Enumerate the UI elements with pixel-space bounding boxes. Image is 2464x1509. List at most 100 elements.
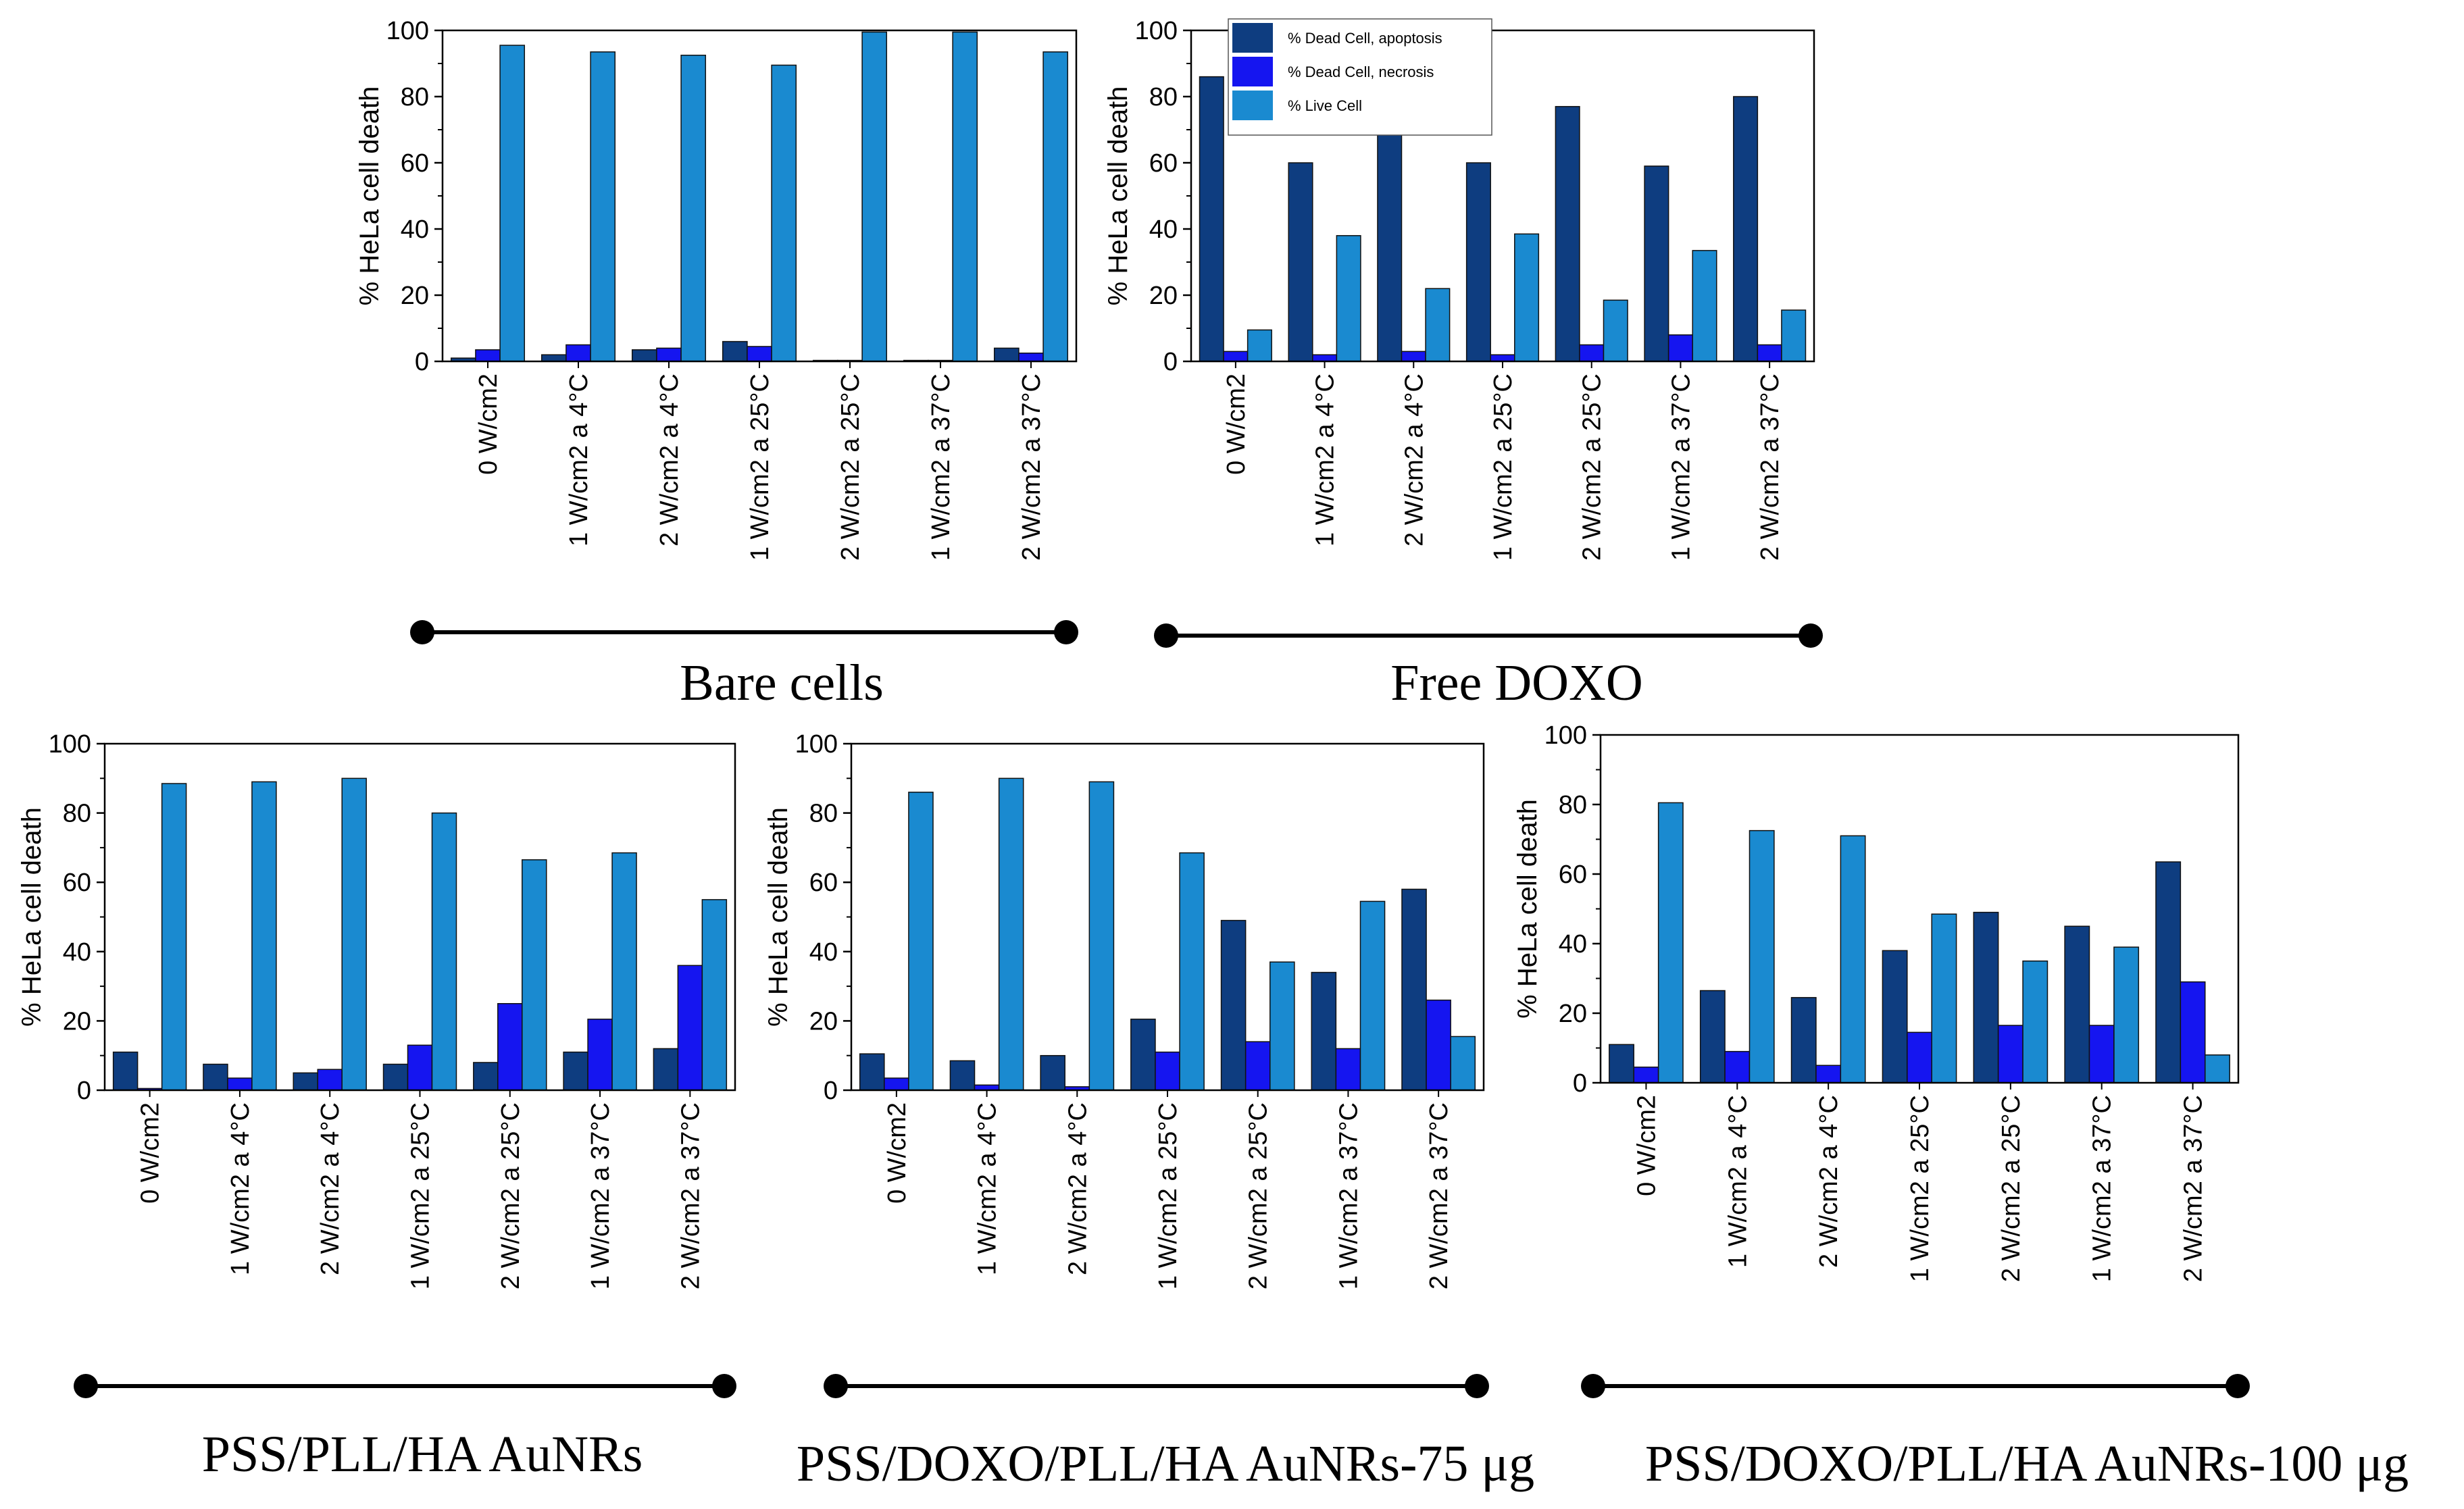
- bar-apoptosis-5: [1555, 105, 1580, 362]
- x-category-label: 2 W/cm2 a 37°C: [1756, 374, 1784, 561]
- bar-live-5: [2022, 961, 2048, 1083]
- bar-live-4: [431, 812, 457, 1091]
- x-category-label: 2 W/cm2 a 25°C: [1997, 1095, 2026, 1282]
- x-category-label: 1 W/cm2 a 25°C: [407, 1102, 435, 1289]
- bar-apoptosis-4: [1465, 162, 1491, 362]
- bar-live-2: [1336, 235, 1361, 362]
- bar-live-5: [522, 859, 547, 1091]
- x-category-label: 2 W/cm2 a 25°C: [1244, 1102, 1273, 1289]
- y-tick-label: 100: [1135, 17, 1178, 45]
- bar-necrosis-6: [1667, 334, 1693, 362]
- x-category-label: 1 W/cm2 a 37°C: [1667, 374, 1695, 561]
- bar-apoptosis-7: [993, 347, 1020, 362]
- y-tick-label: 80: [1149, 83, 1178, 111]
- x-category-label: 2 W/cm2 a 4°C: [1063, 1102, 1092, 1275]
- bar-live-4: [1514, 233, 1540, 362]
- bar-necrosis-3: [317, 1069, 343, 1091]
- bar-apoptosis-3: [1040, 1054, 1065, 1091]
- legend-swatch-live: [1232, 91, 1273, 120]
- bar-live-1: [499, 45, 526, 362]
- x-category-label: 0 W/cm2: [1222, 374, 1251, 475]
- bar-live-7: [1042, 51, 1069, 362]
- y-axis-title: % HeLa cell death: [1103, 86, 1133, 306]
- bar-apoptosis-4: [1130, 1019, 1156, 1091]
- bar-live-5: [861, 31, 888, 362]
- bar-necrosis-7: [1757, 344, 1782, 362]
- y-tick-label: 60: [401, 149, 429, 178]
- bar-live-3: [1840, 835, 1866, 1083]
- y-tick-label: 0: [1163, 348, 1178, 376]
- y-tick-label: 80: [809, 800, 838, 828]
- bar-live-1: [908, 792, 934, 1091]
- y-tick-label: 20: [63, 1007, 91, 1035]
- y-tick-label: 20: [1559, 1000, 1587, 1028]
- bar-apoptosis-4: [1882, 950, 1908, 1083]
- x-category-label: 2 W/cm2 a 37°C: [2180, 1095, 2208, 1282]
- y-tick-label: 40: [63, 938, 91, 967]
- bar-apoptosis-5: [1220, 919, 1247, 1091]
- bar-apoptosis-1: [1609, 1044, 1634, 1083]
- x-category-label: 1 W/cm2 a 4°C: [1724, 1095, 1752, 1268]
- x-category-label: 1 W/cm2 a 4°C: [974, 1102, 1002, 1275]
- x-category-label: 1 W/cm2 a 25°C: [746, 374, 774, 561]
- bar-live-6: [952, 31, 978, 362]
- y-tick-label: 80: [63, 800, 91, 828]
- legend-label-apoptosis: % Dead Cell, apoptosis: [1288, 30, 1442, 47]
- chart-panel-2: 0 20 40 60 80 100 % HeLa cell death 0 W/cm2 1 W/…: [1103, 17, 1815, 561]
- y-tick-label: 100: [386, 17, 429, 45]
- bar-necrosis-3: [656, 347, 682, 362]
- bar-live-7: [701, 899, 728, 1091]
- y-axis-title: % HeLa cell death: [355, 86, 384, 306]
- bar-live-1: [1657, 802, 1684, 1083]
- y-axis-title: % HeLa cell death: [1513, 799, 1542, 1019]
- plot-frame: [103, 742, 736, 1092]
- x-category-label: 1 W/cm2 a 37°C: [586, 1102, 615, 1289]
- bar-live-6: [1692, 250, 1717, 362]
- bar-live-4: [1179, 852, 1205, 1091]
- bar-live-2: [590, 51, 616, 362]
- bar-necrosis-1: [1223, 351, 1249, 362]
- bar-apoptosis-2: [203, 1063, 228, 1091]
- group-line-endpoint: [410, 620, 434, 644]
- group-label-bare-cells: Bare cells: [680, 655, 884, 711]
- chart-panel-5: 0 20 40 60 80 100 % HeLa cell death 0 W/cm2 1 W/…: [1513, 721, 2240, 1282]
- y-tick-label: 40: [809, 938, 838, 967]
- x-category-label: 2 W/cm2 a 4°C: [1400, 374, 1428, 546]
- y-tick-label: 40: [1559, 930, 1587, 958]
- bar-apoptosis-3: [293, 1072, 318, 1091]
- charts-group: 0 20 40 60 80 100 % HeLa cell death 0 W/cm2 1 W/…: [17, 17, 2240, 1289]
- x-category-label: 1 W/cm2 a 37°C: [927, 374, 955, 561]
- x-category-label: 1 W/cm2 a 37°C: [2088, 1095, 2117, 1282]
- x-category-label: 1 W/cm2 a 25°C: [1154, 1102, 1182, 1289]
- x-category-label: 2 W/cm2 a 4°C: [655, 374, 684, 546]
- bar-live-3: [1425, 288, 1451, 362]
- bar-apoptosis-5: [473, 1062, 499, 1091]
- legend-label-live: % Live Cell: [1288, 97, 1362, 114]
- chart-panel-1: 0 20 40 60 80 100 % HeLa cell death 0 W/cm2 1 W/…: [355, 17, 1078, 561]
- bar-apoptosis-2: [1288, 162, 1313, 362]
- group-line-endpoint: [1581, 1374, 1605, 1398]
- bar-necrosis-5: [1997, 1025, 2023, 1083]
- x-category-label: 2 W/cm2 a 25°C: [1578, 374, 1607, 561]
- legend-swatch-necrosis: [1232, 57, 1273, 86]
- bar-live-4: [1931, 913, 1957, 1083]
- bar-necrosis-7: [2180, 981, 2206, 1083]
- bar-apoptosis-4: [382, 1063, 409, 1091]
- bar-apoptosis-5: [1973, 911, 1999, 1083]
- bar-apoptosis-1: [859, 1053, 885, 1091]
- bar-necrosis-1: [884, 1077, 909, 1091]
- bar-apoptosis-6: [1311, 971, 1337, 1091]
- x-category-label: 2 W/cm2 a 37°C: [1017, 374, 1046, 561]
- x-category-label: 2 W/cm2 a 25°C: [836, 374, 865, 561]
- bar-apoptosis-1: [112, 1051, 139, 1091]
- bar-live-1: [161, 783, 187, 1091]
- bar-apoptosis-7: [653, 1048, 679, 1091]
- plot-frame: [441, 29, 1078, 363]
- y-tick-label: 100: [49, 730, 91, 759]
- y-tick-label: 100: [795, 730, 838, 759]
- y-axis-title: % HeLa cell death: [17, 807, 47, 1027]
- bar-live-1: [1247, 329, 1272, 362]
- y-tick-label: 40: [1149, 215, 1178, 244]
- y-axis-title: % HeLa cell death: [763, 807, 793, 1027]
